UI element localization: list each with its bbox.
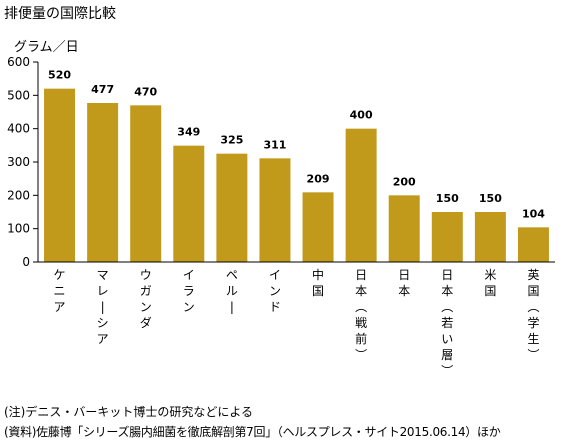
data-label-5: 311 xyxy=(263,138,286,151)
bar-11 xyxy=(517,227,549,262)
footnote: (注)デニス・バーキット博士の研究などによる xyxy=(4,405,254,419)
y-tick-label-5: 500 xyxy=(7,88,30,102)
data-label-9: 150 xyxy=(436,192,459,205)
category-label-4: ペル| xyxy=(226,268,238,314)
bar-7 xyxy=(345,128,377,262)
data-label-1: 477 xyxy=(91,83,114,96)
y-tick-label-6: 600 xyxy=(7,55,30,69)
data-label-10: 150 xyxy=(479,192,502,205)
category-label-3: イラン xyxy=(183,268,195,314)
category-label-5: インド xyxy=(269,268,281,314)
data-label-0: 520 xyxy=(48,69,71,82)
category-label-11: 英国︵学生︶ xyxy=(527,268,539,362)
category-label-1: マレ|シア xyxy=(97,268,109,346)
y-tick-label-3: 300 xyxy=(7,155,30,169)
data-label-3: 349 xyxy=(177,126,200,139)
data-label-11: 104 xyxy=(522,207,545,220)
category-label-2: ウガンダ xyxy=(140,268,152,330)
category-label-0: ケニア xyxy=(54,268,66,314)
category-label-9: 日本︵若い層︶ xyxy=(441,268,453,378)
bar-10 xyxy=(474,212,506,262)
y-tick-label-0: 0 xyxy=(22,255,30,269)
bars-group: 520 477 470 349 325 311 209 400 200 150 150 104 xyxy=(44,69,549,263)
bar-chart: 520 477 470 349 325 311 209 400 200 150 150 104 ケニア… xyxy=(7,55,555,378)
axes-group: ケニア マレ|シア ウガンダ イラン ペル| インド 中国 日本︵戦前︶ 日本 日本︵若い層︶ 米国… xyxy=(7,55,555,378)
category-label-10: 米国 xyxy=(484,268,496,298)
data-label-2: 470 xyxy=(134,85,157,98)
bar-4 xyxy=(216,153,248,262)
category-label-7: 日本︵戦前︶ xyxy=(355,268,367,362)
bar-2 xyxy=(130,105,162,262)
bar-9 xyxy=(431,212,463,262)
bar-0 xyxy=(44,88,76,263)
data-label-6: 209 xyxy=(307,172,330,185)
category-label-6: 中国 xyxy=(312,267,324,298)
bar-5 xyxy=(259,158,291,262)
category-label-8: 日本 xyxy=(398,268,410,298)
y-tick-label-1: 100 xyxy=(7,222,30,236)
data-label-7: 400 xyxy=(350,109,373,122)
bar-3 xyxy=(173,145,205,262)
bar-1 xyxy=(87,103,119,262)
source-note: (資料)佐藤博「シリーズ腸内細菌を徹底解剖第7回」（ヘルスプレス・サイト2015… xyxy=(4,425,501,439)
bar-8 xyxy=(388,195,420,262)
y-tick-label-2: 200 xyxy=(7,188,30,202)
bar-6 xyxy=(302,192,334,262)
y-axis-unit-label: グラム／日 xyxy=(14,40,79,55)
y-tick-label-4: 400 xyxy=(7,122,30,136)
data-label-8: 200 xyxy=(393,175,416,188)
data-label-4: 325 xyxy=(220,134,243,147)
chart-title: 排便量の国際比較 xyxy=(4,6,116,22)
